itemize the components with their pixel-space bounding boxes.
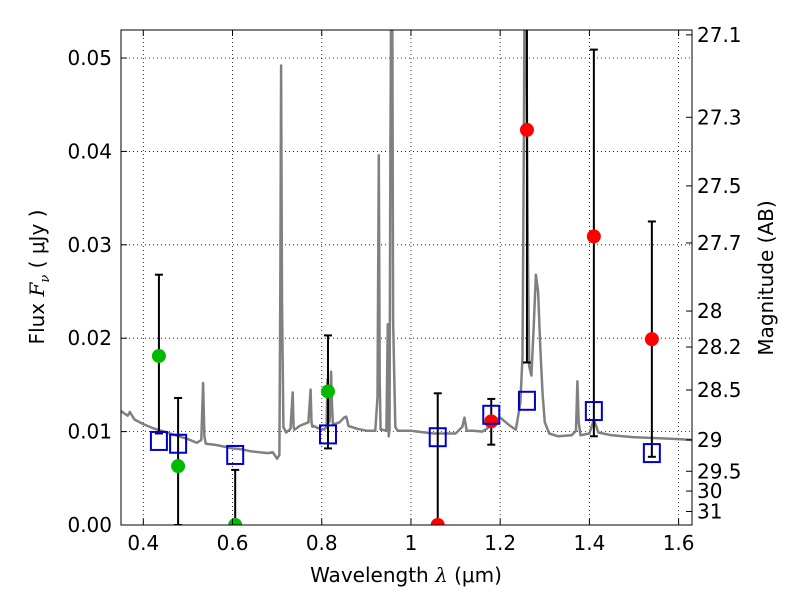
mag-tick-label: 30 — [697, 479, 722, 503]
plot-frame — [120, 29, 693, 526]
y2-axis-label: Magnitude (AB) — [754, 200, 778, 355]
model-point — [482, 404, 501, 425]
observed_optical-point — [151, 348, 166, 363]
x-tick-label: 1.2 — [484, 531, 516, 555]
y-tick-label: 0.00 — [67, 513, 112, 537]
model-point — [517, 390, 536, 411]
mag-tick-label: 28.5 — [697, 378, 742, 402]
mag-tick-label: 28.2 — [697, 335, 742, 359]
x-tick-label: 0.4 — [127, 531, 159, 555]
sed-layer — [121, 30, 692, 460]
x-tick-label: 1.4 — [573, 531, 605, 555]
observed_nir-point — [430, 518, 445, 525]
mag-tick-label: 27.5 — [697, 174, 742, 198]
mag-tick-label: 28 — [697, 299, 722, 323]
model-point — [226, 444, 245, 465]
observed_nir-point — [519, 122, 534, 137]
y-tick-label: 0.02 — [67, 326, 112, 350]
y-tick-label: 0.04 — [67, 139, 112, 163]
y-tick-label: 0.01 — [67, 420, 112, 444]
model-point — [428, 427, 447, 448]
observed_nir-point — [586, 229, 601, 244]
x-tick-label: 0.6 — [217, 531, 249, 555]
observed_nir-point — [644, 332, 659, 347]
model-point — [149, 430, 168, 451]
mag-tick-label: 29 — [697, 428, 722, 452]
x-tick-label: 1 — [405, 531, 418, 555]
observed_optical-point — [320, 384, 335, 399]
observed_optical-point — [171, 459, 186, 474]
observed_nir-point — [484, 414, 499, 429]
y-tick-label: 0.03 — [67, 233, 112, 257]
tick-layer: 0.4 0.6 0.8 1 1.2 1.4 1.6 0.00 0.01 0.02 0.03 0.04 0… — [67, 23, 741, 555]
model-point — [642, 443, 661, 464]
sed-curve — [121, 30, 692, 460]
y-tick-label: 0.05 — [67, 46, 112, 70]
mag-tick-label: 27.1 — [697, 23, 742, 47]
x-tick-label: 1.6 — [663, 531, 695, 555]
marker-layer — [149, 122, 661, 525]
x-tick-label: 0.8 — [306, 531, 338, 555]
y-axis-label: Flux Fν ( μJy ) — [25, 210, 53, 345]
x-axis-label: Wavelength λ (μm) — [310, 563, 502, 587]
mag-tick-label: 27.3 — [697, 105, 742, 129]
mag-tick-label: 31 — [697, 500, 722, 524]
observed_optical-point — [228, 518, 243, 525]
model-point — [584, 401, 603, 422]
mag-tick-label: 27.7 — [697, 231, 742, 255]
model-point — [169, 433, 188, 454]
mag-tick-label: 29.5 — [697, 459, 742, 483]
model-point — [318, 424, 337, 445]
errorbar-layer — [154, 30, 656, 525]
plot-area — [121, 30, 692, 525]
